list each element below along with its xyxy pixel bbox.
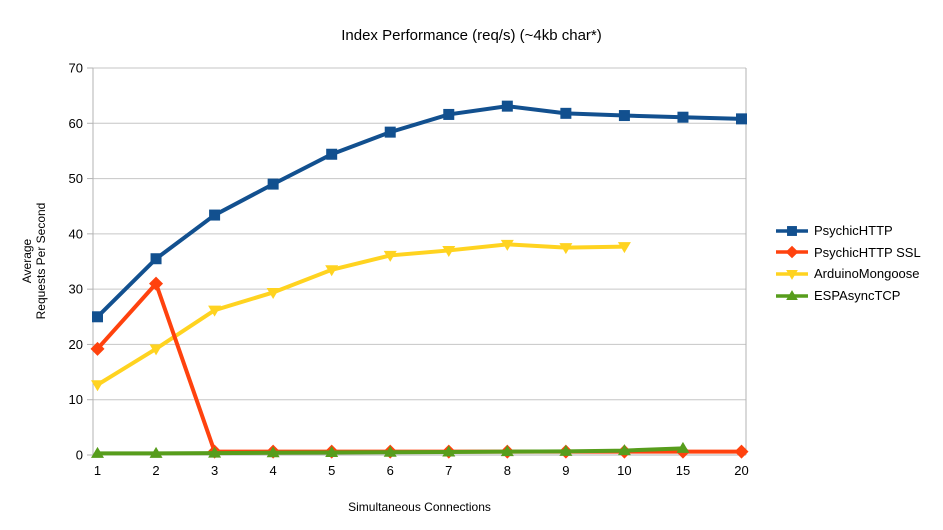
series-3-marker-3 xyxy=(208,446,222,458)
series-line-2 xyxy=(96,242,625,387)
series-0-marker-3 xyxy=(209,209,221,221)
legend-swatch-0 xyxy=(776,225,808,236)
series-2-marker-6 xyxy=(383,250,397,262)
series-2-marker-4 xyxy=(266,287,280,299)
x-tick-label-20: 20 xyxy=(734,463,748,478)
series-line-1 xyxy=(96,279,742,454)
legend-item-3: ESPAsyncTCP xyxy=(776,285,921,307)
legend-marker-2 xyxy=(786,269,798,280)
y-tick-label-40: 40 xyxy=(69,226,83,241)
series-3-marker-6 xyxy=(383,445,397,457)
series-3-marker-1 xyxy=(91,446,104,458)
legend-marker-3 xyxy=(786,289,798,300)
y-tick-label-0: 0 xyxy=(76,448,83,463)
x-tick-label-6: 6 xyxy=(387,463,394,478)
series-0-marker-5 xyxy=(326,148,338,160)
legend-label-2: ArduinoMongoose xyxy=(814,266,920,282)
x-tick-label-9: 9 xyxy=(562,463,569,478)
series-2-marker-1 xyxy=(91,380,104,392)
series-3-marker-15 xyxy=(676,441,690,453)
y-tick-label-20: 20 xyxy=(69,337,83,352)
series-0-marker-4 xyxy=(267,178,279,190)
x-tick-label-10: 10 xyxy=(617,463,631,478)
legend-swatch-1 xyxy=(776,246,808,259)
legend-item-1: PsychicHTTP SSL xyxy=(776,242,921,264)
legend: PsychicHTTP PsychicHTTP SSL ArduinoMongoos… xyxy=(776,220,921,306)
series-0-marker-20 xyxy=(736,113,747,125)
series-1-marker-1 xyxy=(90,341,105,356)
x-tick-label-7: 7 xyxy=(445,463,452,478)
x-tick-label-2: 2 xyxy=(152,463,159,478)
series-2-marker-5 xyxy=(325,265,339,277)
legend-marker-0 xyxy=(787,225,797,236)
series-1-marker-20 xyxy=(734,444,749,459)
series-2-marker-8 xyxy=(500,239,514,251)
series-3-marker-7 xyxy=(442,445,456,457)
x-tick-label-3: 3 xyxy=(211,463,218,478)
y-tick-label-10: 10 xyxy=(69,392,83,407)
x-axis-title: Simultaneous Connections xyxy=(348,500,491,514)
series-2-marker-10 xyxy=(617,242,631,254)
y-tick-label-70: 70 xyxy=(69,61,83,76)
y-tick-label-60: 60 xyxy=(69,116,83,131)
series-0-marker-6 xyxy=(384,126,396,138)
series-3-marker-8 xyxy=(500,445,514,457)
legend-label-1: PsychicHTTP SSL xyxy=(814,244,921,260)
series-3-marker-9 xyxy=(559,444,573,456)
series-0-marker-8 xyxy=(501,100,513,112)
y-tick-label-50: 50 xyxy=(69,171,83,186)
series-2-marker-7 xyxy=(442,245,456,257)
series-0-marker-9 xyxy=(560,107,572,119)
series-2-marker-9 xyxy=(559,243,573,255)
x-tick-label-5: 5 xyxy=(328,463,335,478)
legend-marker-1 xyxy=(785,246,799,259)
series-3-marker-4 xyxy=(266,446,280,458)
series-3-marker-5 xyxy=(325,446,339,458)
series-0-marker-1 xyxy=(92,311,103,323)
x-tick-label-1: 1 xyxy=(94,463,101,478)
series-3-marker-10 xyxy=(617,444,631,456)
series-2-marker-2 xyxy=(149,344,163,356)
series-0-marker-7 xyxy=(443,108,455,120)
x-tick-label-15: 15 xyxy=(676,463,690,478)
x-tick-label-4: 4 xyxy=(270,463,277,478)
series-line-0 xyxy=(96,104,742,319)
chart-title: Index Performance (req/s) (~4kb char*) xyxy=(341,27,602,44)
series-1-marker-2 xyxy=(149,276,164,291)
legend-swatch-2 xyxy=(776,269,808,280)
series-0-marker-15 xyxy=(677,111,689,123)
legend-label-3: ESPAsyncTCP xyxy=(814,288,901,304)
series-0-marker-10 xyxy=(618,110,630,122)
series-3-marker-2 xyxy=(149,446,163,458)
series-0-marker-2 xyxy=(150,253,162,265)
legend-label-0: PsychicHTTP xyxy=(814,223,893,239)
legend-item-0: PsychicHTTP xyxy=(776,220,921,242)
legend-item-2: ArduinoMongoose xyxy=(776,263,921,285)
x-tick-label-8: 8 xyxy=(504,463,511,478)
series-2-marker-3 xyxy=(208,305,222,317)
y-tick-label-30: 30 xyxy=(69,282,83,297)
legend-swatch-3 xyxy=(776,289,808,300)
